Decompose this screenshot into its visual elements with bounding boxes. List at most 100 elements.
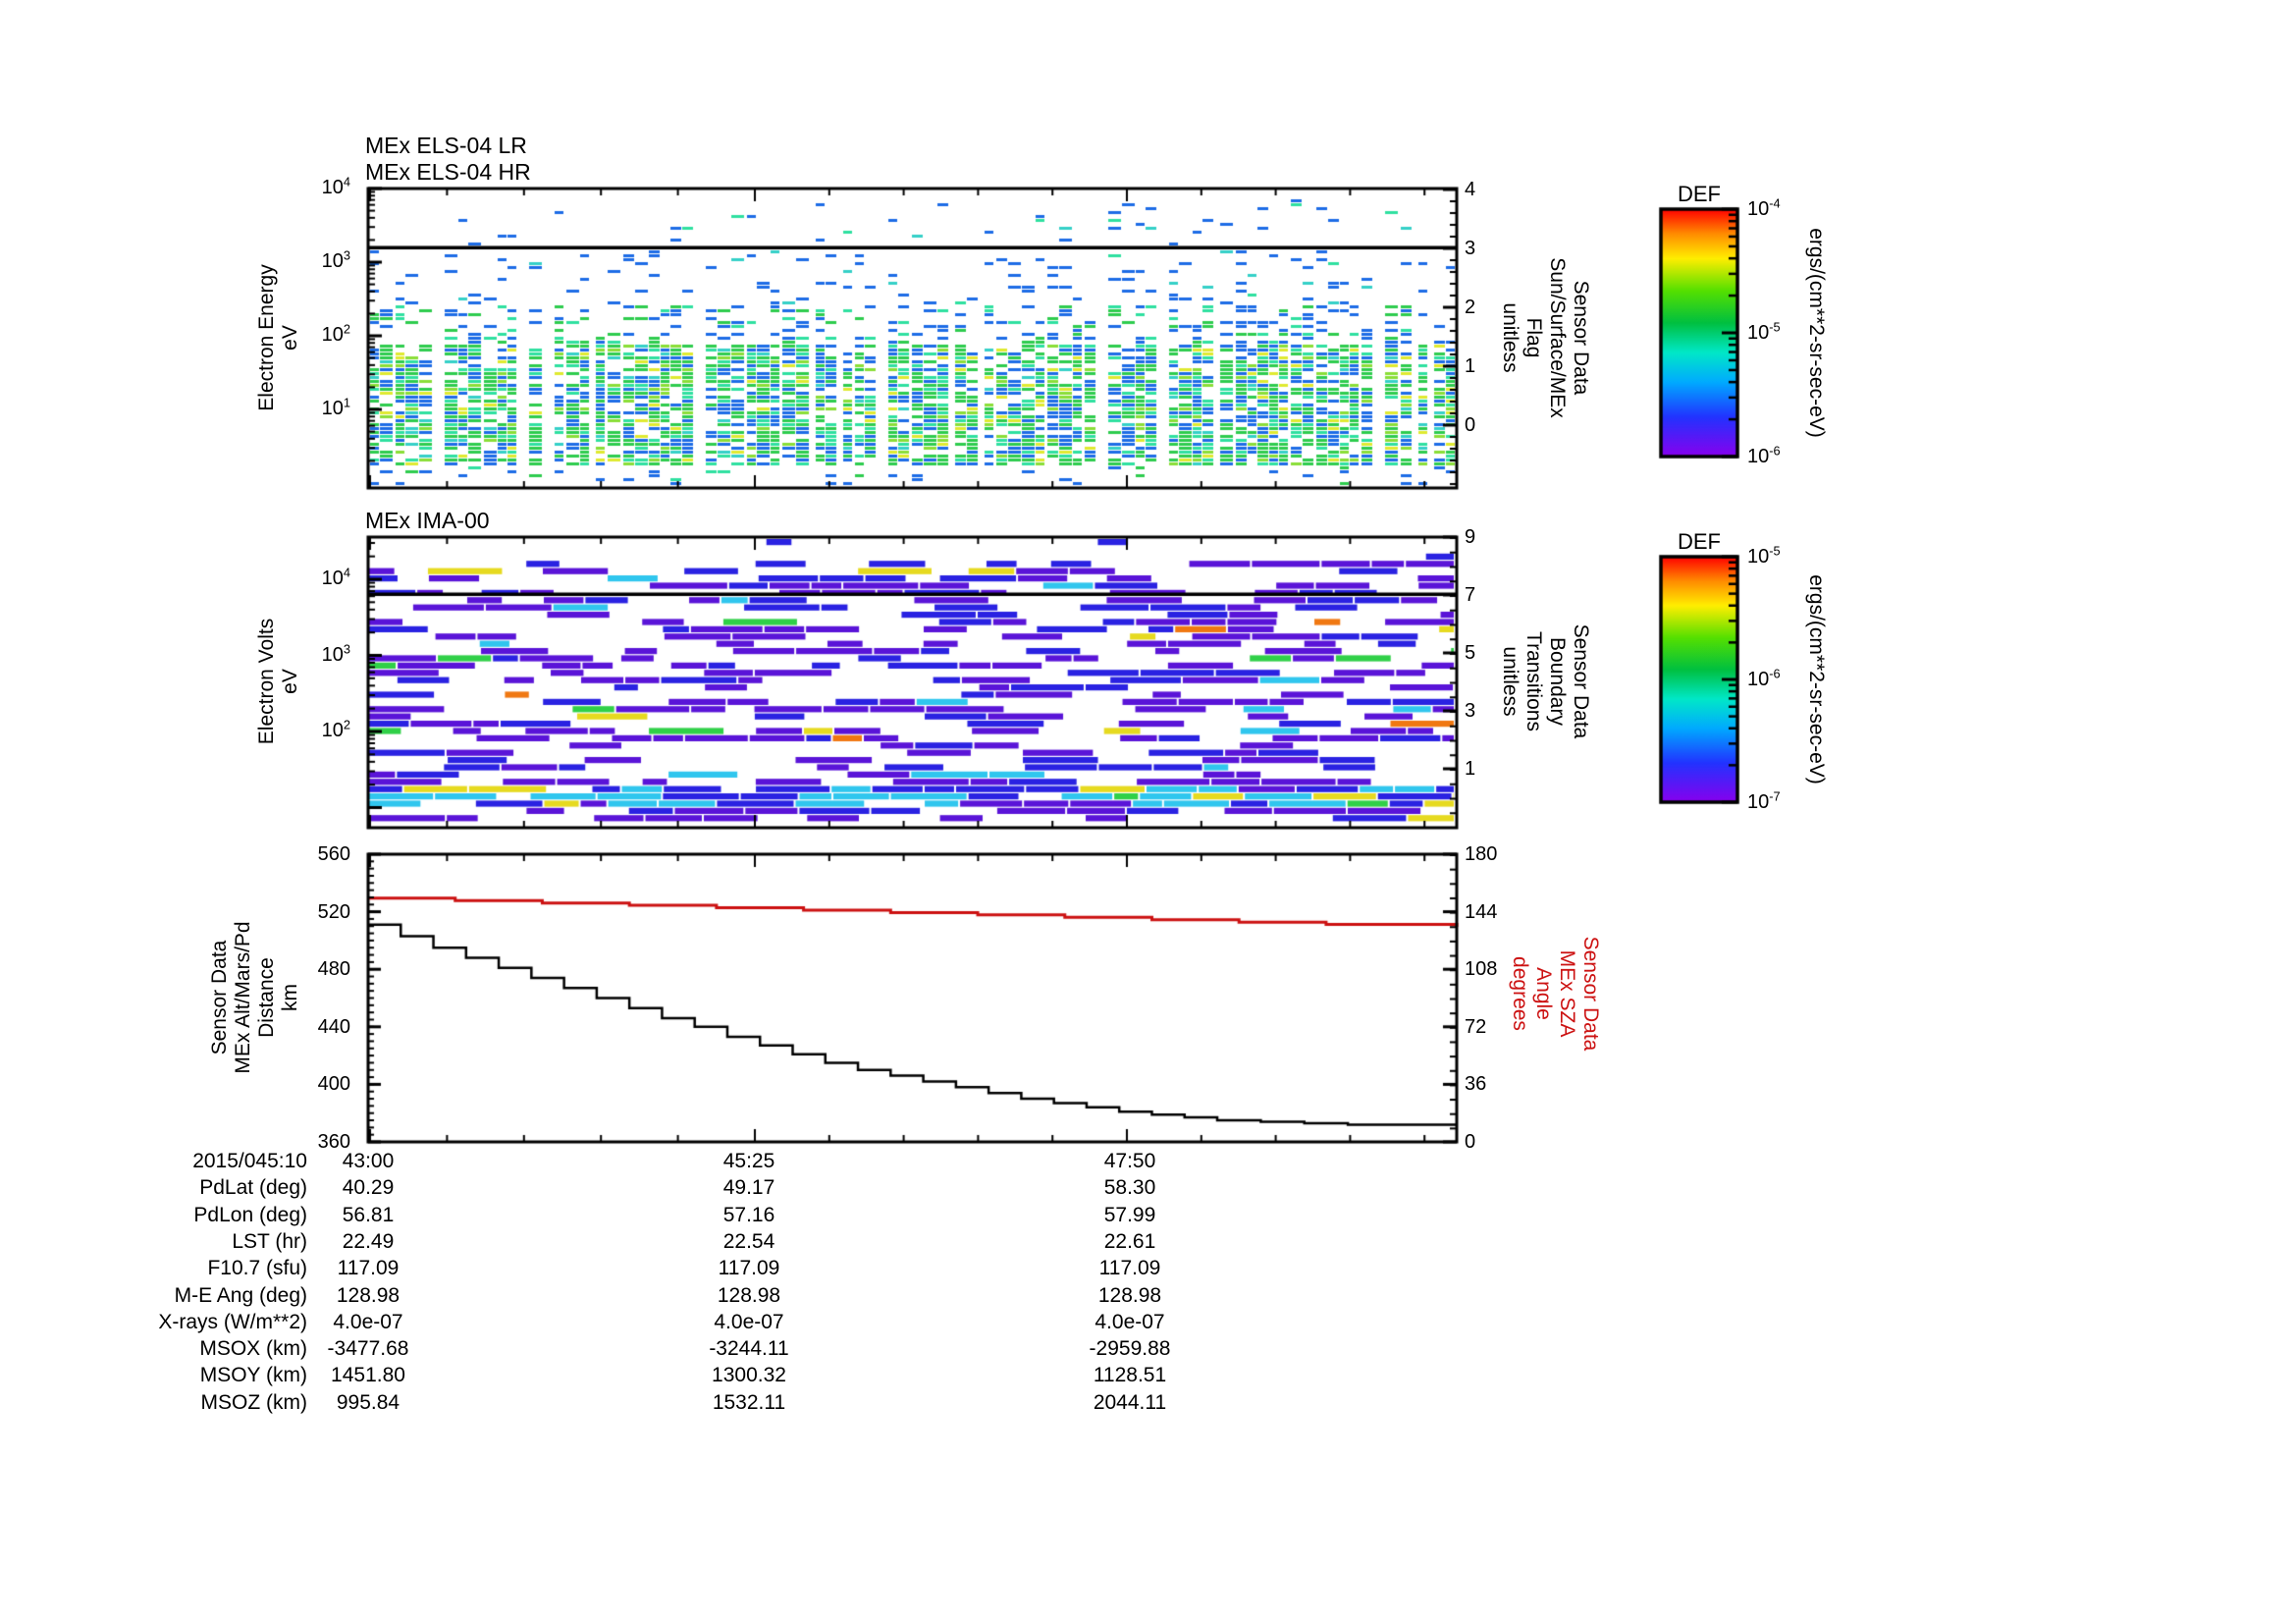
table-cell: 4.0e-07: [714, 1310, 784, 1333]
colorbar2-title: DEF: [1678, 529, 1721, 554]
table-row-label: PdLon (deg): [193, 1203, 307, 1226]
ima-right-axis-label: Sensor Data Boundary Transitions unitles…: [1498, 573, 1592, 789]
table-row-label: MSOZ (km): [200, 1390, 307, 1414]
alt-y-axis-label-line1: Sensor Data: [208, 940, 231, 1055]
alt-right-axis-label-line3: Angle: [1532, 967, 1555, 1020]
table-row-label: MSOX (km): [199, 1337, 307, 1361]
table-row-label: PdLat (deg): [199, 1176, 307, 1200]
table-cell: -3244.11: [709, 1337, 789, 1361]
alt-right-tick-label: 0: [1465, 1131, 1476, 1153]
table-row-label: F10.7 (sfu): [207, 1257, 307, 1280]
els-right-tick-label: 1: [1465, 355, 1476, 377]
alt-right-axis-label-line1: Sensor Data: [1579, 936, 1602, 1052]
table-cell: 22.49: [342, 1229, 395, 1253]
table-cell: 1300.32: [712, 1364, 786, 1387]
table-cell: -2959.88: [1089, 1337, 1171, 1361]
table-row-label: LST (hr): [232, 1229, 307, 1253]
table-cell: 117.09: [1098, 1257, 1161, 1280]
table-cell: 40.29: [342, 1176, 395, 1200]
colorbar1-title: DEF: [1678, 182, 1721, 206]
ima-right-tick-label: 1: [1465, 758, 1476, 780]
alt-right-tick-label: 108: [1465, 958, 1498, 981]
table-cell: 47:50: [1103, 1150, 1156, 1172]
els-right-tick-label: 0: [1465, 414, 1476, 436]
alt-y-axis-label-line3: Distance: [255, 957, 278, 1038]
ima-right-tick-label: 7: [1465, 584, 1476, 606]
ima-y-axis-label: Electron Volts eV: [255, 573, 302, 789]
els-right-axis-label-line4: unitless: [1499, 302, 1522, 373]
ima-y-axis-label-line1: Electron Volts: [255, 618, 278, 745]
ima-right-axis-label-line2: Boundary: [1546, 637, 1569, 726]
els-ytick-label: 104: [321, 174, 350, 198]
alt-ytick-label: 440: [317, 1015, 350, 1038]
ima-ytick-label: 104: [321, 565, 350, 589]
table-cell: 2044.11: [1093, 1390, 1167, 1414]
table-cell: 117.09: [337, 1257, 400, 1280]
table-cell: 128.98: [717, 1283, 781, 1307]
els-y-axis-label-line1: Electron Energy: [255, 264, 278, 411]
table-cell: 4.0e-07: [1095, 1310, 1165, 1333]
table-cell: 117.09: [718, 1257, 780, 1280]
ima-ytick-label: 103: [321, 640, 350, 666]
table-cell: 22.54: [722, 1229, 775, 1253]
table-cell: 57.99: [1103, 1203, 1156, 1226]
table-cell: -3477.68: [327, 1337, 409, 1361]
table-cell: 1128.51: [1093, 1364, 1167, 1387]
alt-right-axis-label-line2: MEx SZA: [1556, 949, 1578, 1038]
ima-title: MEx IMA-00: [365, 508, 490, 533]
alt-right-tick-label: 144: [1465, 900, 1498, 923]
alt-right-tick-label: 180: [1465, 843, 1498, 865]
colorbar2-tick-label: 10-6: [1747, 666, 1781, 690]
els-right-tick-label: 2: [1465, 297, 1476, 318]
ima-right-tick-label: 9: [1465, 526, 1476, 548]
table-cell: 995.84: [336, 1390, 400, 1414]
ima-right-axis-label-line4: unitless: [1499, 646, 1522, 717]
alt-ytick-label: 480: [317, 958, 350, 981]
alt-y-axis-label-line2: MEx Alt/Mars/Pd: [232, 921, 254, 1074]
ima-right-tick-label: 5: [1465, 642, 1476, 664]
alt-ytick-label: 360: [317, 1131, 350, 1153]
els-right-tick-label: 3: [1465, 238, 1476, 259]
table-row-label: MSOY (km): [199, 1364, 307, 1387]
els-ytick-label: 103: [321, 247, 350, 272]
els-ytick-label: 101: [321, 395, 350, 419]
table-row-label: M-E Ang (deg): [174, 1283, 307, 1307]
colorbar1-tick-label: 10-6: [1747, 443, 1781, 467]
els-ytick-label: 102: [321, 321, 350, 346]
table-cell: 43:00: [342, 1150, 395, 1172]
ima-ytick-label: 102: [321, 717, 350, 741]
table-row-label: X-rays (W/m**2): [158, 1310, 307, 1333]
ima-y-axis-label-line2: eV: [279, 669, 301, 694]
ima-right-tick-label: 3: [1465, 700, 1476, 722]
colorbar2-tick-label: 10-5: [1747, 543, 1781, 568]
els-right-axis-label-line2: Sun/Surface/MEx: [1546, 257, 1569, 418]
colorbar1-tick-label: 10-4: [1747, 195, 1781, 220]
ima-right-axis-label-line3: Transitions: [1522, 631, 1545, 731]
table-cell: 4.0e-07: [333, 1310, 403, 1333]
table-cell: 128.98: [336, 1283, 400, 1307]
alt-right-tick-label: 72: [1465, 1015, 1487, 1038]
els-title-lr: MEx ELS-04 LR: [365, 133, 527, 158]
table-cell: 1451.80: [331, 1364, 405, 1387]
table-cell: 58.30: [1103, 1176, 1156, 1200]
els-right-axis-label: Sensor Data Sun/Surface/MEx Flag unitles…: [1498, 230, 1592, 446]
table-cell: 49.17: [722, 1176, 775, 1200]
ima-right-axis-label-line1: Sensor Data: [1570, 623, 1592, 739]
table-cell: 128.98: [1097, 1283, 1162, 1307]
alt-ytick-label: 560: [317, 843, 350, 865]
els-right-tick-label: 4: [1465, 179, 1476, 200]
els-right-axis-label-line1: Sensor Data: [1570, 280, 1592, 396]
table-row-label: 2015/045:10: [192, 1150, 307, 1172]
table-cell: 56.81: [342, 1203, 395, 1226]
els-title-hr: MEx ELS-04 HR: [365, 159, 531, 185]
table-cell: 57.16: [722, 1203, 775, 1226]
alt-right-tick-label: 36: [1465, 1073, 1487, 1096]
table-cell: 1532.11: [712, 1390, 786, 1414]
alt-ytick-label: 520: [317, 900, 350, 923]
els-right-axis-label-line3: Flag: [1522, 317, 1545, 358]
alt-ytick-label: 400: [317, 1073, 350, 1096]
colorbar2-tick-label: 10-7: [1747, 788, 1781, 813]
table-cell: 45:25: [722, 1150, 775, 1172]
